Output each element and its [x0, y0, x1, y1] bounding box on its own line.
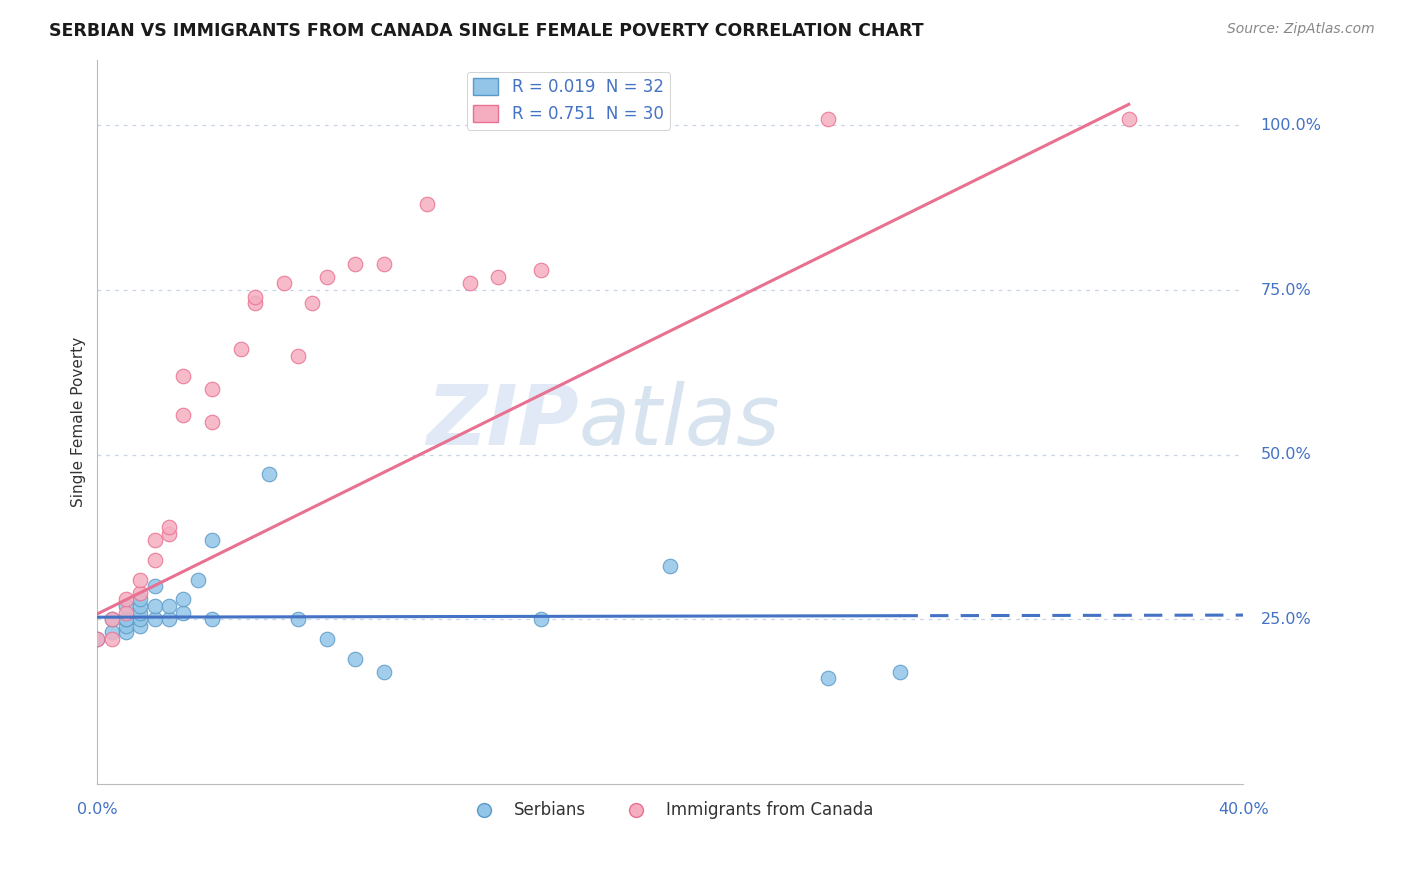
Point: [100, 625, 122, 640]
Point: [315, 269, 337, 284]
Text: 0.0%: 0.0%: [77, 802, 118, 817]
Text: 75.0%: 75.0%: [1261, 283, 1312, 298]
Point: [344, 257, 367, 271]
Point: [287, 349, 309, 363]
Point: [201, 533, 224, 548]
Point: [100, 612, 122, 626]
Point: [115, 606, 138, 620]
Point: [172, 592, 194, 607]
Point: [172, 606, 194, 620]
Point: [115, 619, 138, 633]
Point: [129, 586, 152, 600]
Point: [172, 408, 194, 422]
Point: [273, 277, 295, 291]
Point: [287, 612, 309, 626]
Point: [115, 592, 138, 607]
Point: [530, 263, 553, 277]
Point: [373, 257, 395, 271]
Point: [259, 467, 281, 482]
Point: [243, 296, 266, 310]
Point: [301, 296, 323, 310]
Point: [530, 612, 553, 626]
Point: [187, 573, 209, 587]
Point: [143, 533, 166, 548]
Point: [129, 612, 152, 626]
Point: [201, 382, 224, 396]
Point: [86, 632, 108, 646]
Point: [115, 599, 138, 613]
Point: [315, 632, 337, 646]
Point: [157, 526, 180, 541]
Point: [1118, 112, 1140, 126]
Point: [659, 559, 682, 574]
Point: [458, 277, 481, 291]
Point: [115, 612, 138, 626]
Legend: Serbians, Immigrants from Canada: Serbians, Immigrants from Canada: [461, 795, 880, 826]
Point: [817, 112, 839, 126]
Text: 25.0%: 25.0%: [1261, 612, 1312, 627]
Point: [129, 573, 152, 587]
Point: [416, 197, 439, 211]
Text: ZIP: ZIP: [426, 381, 579, 462]
Point: [201, 612, 224, 626]
Point: [229, 343, 252, 357]
Point: [100, 632, 122, 646]
Point: [243, 289, 266, 303]
Text: 40.0%: 40.0%: [1218, 802, 1268, 817]
Point: [143, 599, 166, 613]
Point: [143, 579, 166, 593]
Point: [373, 665, 395, 679]
Y-axis label: Single Female Poverty: Single Female Poverty: [72, 336, 86, 507]
Point: [86, 632, 108, 646]
Point: [817, 672, 839, 686]
Point: [889, 665, 911, 679]
Point: [488, 269, 510, 284]
Text: Source: ZipAtlas.com: Source: ZipAtlas.com: [1227, 22, 1375, 37]
Point: [143, 612, 166, 626]
Point: [129, 599, 152, 613]
Point: [157, 612, 180, 626]
Point: [157, 599, 180, 613]
Point: [129, 592, 152, 607]
Point: [172, 368, 194, 383]
Point: [157, 520, 180, 534]
Point: [100, 612, 122, 626]
Point: [143, 553, 166, 567]
Text: 50.0%: 50.0%: [1261, 447, 1312, 462]
Text: 100.0%: 100.0%: [1261, 118, 1322, 133]
Point: [344, 651, 367, 665]
Point: [201, 415, 224, 429]
Point: [129, 606, 152, 620]
Text: SERBIAN VS IMMIGRANTS FROM CANADA SINGLE FEMALE POVERTY CORRELATION CHART: SERBIAN VS IMMIGRANTS FROM CANADA SINGLE…: [49, 22, 924, 40]
Point: [115, 625, 138, 640]
Point: [115, 612, 138, 626]
Text: atlas: atlas: [579, 381, 780, 462]
Point: [129, 619, 152, 633]
